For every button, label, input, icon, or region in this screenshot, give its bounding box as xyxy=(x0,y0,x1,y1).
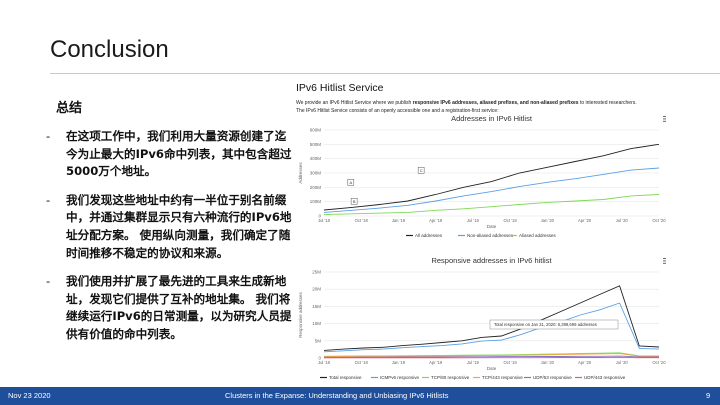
bullet-text: 我们发现这些地址中约有一半位于别名前缀中，并通过集群显示只有六种流行的IPv6地… xyxy=(66,192,292,260)
bullet-dash: - xyxy=(46,274,51,289)
legend-item: Total responsive xyxy=(329,375,362,380)
service-description: We provide an IPv6 Hitlist Service where… xyxy=(296,99,706,115)
hamburger-menu-icon[interactable] xyxy=(663,258,666,264)
series-line xyxy=(323,143,660,211)
y-tick-label: 500M xyxy=(310,142,322,147)
y-tick-label: 100M xyxy=(310,199,322,204)
addresses-chart: Addresses in IPv6 Hitlist 0 100M 200M 300M 40… xyxy=(298,114,666,238)
x-tick-label: Jul '19 xyxy=(467,360,480,365)
bullet-item: - 我们使用并扩展了最先进的工具来生成新地址，发现它们提供了互补的地址集。 我们将… xyxy=(46,273,296,343)
x-tick-label: Apr '20 xyxy=(578,218,592,223)
x-tick-label: Jan '20 xyxy=(541,360,555,365)
legend-item: All addresses xyxy=(415,233,443,238)
legend-item: TCP/443 responsive xyxy=(482,375,523,380)
series-line xyxy=(323,353,659,358)
annotation-label: B xyxy=(353,199,356,204)
x-tick-label: Jul '20 xyxy=(616,360,629,365)
service-text-pre: We provide an IPv6 Hitlist Service where… xyxy=(296,100,413,106)
y-tick-label: 25M xyxy=(312,270,321,275)
y-tick-label: 400M xyxy=(310,156,322,161)
bullet-text: 我们使用并扩展了最先进的工具来生成新地址，发现它们提供了互补的地址集。 我们将继… xyxy=(66,274,292,341)
bullet-dash: - xyxy=(46,129,51,143)
x-tick-label: Jan '19 xyxy=(392,218,406,223)
bullet-dash: - xyxy=(46,192,51,207)
title-divider xyxy=(50,73,720,74)
x-tick-label: Jul '20 xyxy=(616,218,629,223)
tooltip-text: Total responsive on Jan 31, 2020: 6,399,… xyxy=(494,322,597,327)
y-axis-label: Addresses xyxy=(298,162,303,184)
x-tick-label: Oct '20 xyxy=(652,360,666,365)
x-tick-label: Jul '18 xyxy=(318,218,331,223)
hamburger-menu-icon[interactable] xyxy=(663,116,666,122)
annotation-label: A xyxy=(349,180,352,185)
legend-item: TCP/80 responsive xyxy=(431,375,470,380)
footer-page-number: 9 xyxy=(706,391,711,400)
legend-item: Non-aliased addresses xyxy=(467,233,514,238)
annotation-flag xyxy=(347,179,355,186)
y-tick-label: 0 xyxy=(318,356,321,361)
x-tick-label: Apr '19 xyxy=(429,218,443,223)
tooltip-box xyxy=(489,319,619,330)
service-text-bold: responsive IPv6 addresses, aliased prefi… xyxy=(412,100,579,106)
bullet-text: 在这项工作中，我们利用大量资源创建了迄今为止最大的IPv6命中列表，其中包含超过… xyxy=(66,129,292,179)
annotation-flag xyxy=(417,167,425,174)
x-tick-label: Jul '18 xyxy=(318,360,331,365)
y-tick-label: 300M xyxy=(310,171,322,176)
x-axis-label: Date xyxy=(487,366,497,371)
footer-date: Nov 23 2020 xyxy=(8,391,51,400)
y-axis-label: Responsive addresses xyxy=(298,291,303,337)
x-tick-label: Oct '19 xyxy=(504,360,518,365)
x-tick-label: Oct '19 xyxy=(504,218,518,223)
slide-title: Conclusion xyxy=(50,36,169,63)
legend-item: UDP/53 responsive xyxy=(533,375,572,380)
y-tick-label: 0 xyxy=(318,214,321,219)
footer-title: Clusters in the Expanse: Understanding a… xyxy=(225,391,449,400)
legend-item: Aliased addresses xyxy=(519,233,557,238)
y-tick-label: 15M xyxy=(312,304,321,309)
bullet-item: - 我们发现这些地址中约有一半位于别名前缀中，并通过集群显示只有六种流行的IPv6… xyxy=(46,192,296,262)
series-line xyxy=(323,302,660,353)
conclusion-bullet-list: - 在这项工作中，我们利用大量资源创建了迄今为止最大的IPv6命中列表，其中包含超… xyxy=(46,128,296,355)
series-line xyxy=(323,194,660,216)
x-tick-label: Jan '20 xyxy=(541,218,555,223)
annotation-flag xyxy=(350,197,358,205)
x-tick-label: Jan '19 xyxy=(392,360,406,365)
annotation-label: C xyxy=(420,168,423,173)
legend-item: UDP/443 responsive xyxy=(584,375,626,380)
y-tick-label: 20M xyxy=(312,287,321,292)
x-tick-label: Jul '19 xyxy=(467,218,480,223)
series-line xyxy=(324,355,659,358)
x-tick-label: Apr '19 xyxy=(429,360,443,365)
y-tick-label: 200M xyxy=(310,185,322,190)
legend-item: ICMPv6 responsive xyxy=(380,375,420,380)
bullet-item: - 在这项工作中，我们利用大量资源创建了迄今为止最大的IPv6命中列表，其中包含超… xyxy=(46,128,296,181)
y-tick-label: 5M xyxy=(315,338,322,343)
service-text-post: to interested researchers. xyxy=(578,100,637,106)
series-line xyxy=(323,167,660,213)
service-text-line2: The IPv6 Hitlist Service consists of an … xyxy=(296,108,499,114)
responsive-chart: Responsive addresses in IPv6 hitlist 0 5M 1… xyxy=(298,256,666,380)
footer-bar: Nov 23 2020 Clusters in the Expanse: Und… xyxy=(0,387,720,405)
service-title: IPv6 Hitlist Service xyxy=(296,82,384,94)
y-tick-label: 10M xyxy=(312,321,321,326)
x-tick-label: Oct '18 xyxy=(355,218,369,223)
x-tick-label: Oct '18 xyxy=(355,360,369,365)
summary-heading: 总结 xyxy=(56,101,83,116)
chart-title: Addresses in IPv6 Hitlist xyxy=(451,114,533,123)
series-line xyxy=(324,356,659,359)
x-axis-label: Date xyxy=(487,224,497,229)
y-tick-label: 600M xyxy=(310,128,322,133)
chart-title: Responsive addresses in IPv6 hitlist xyxy=(431,256,552,265)
series-line xyxy=(323,285,660,351)
x-tick-label: Apr '20 xyxy=(578,360,592,365)
x-tick-label: Oct '20 xyxy=(652,218,666,223)
